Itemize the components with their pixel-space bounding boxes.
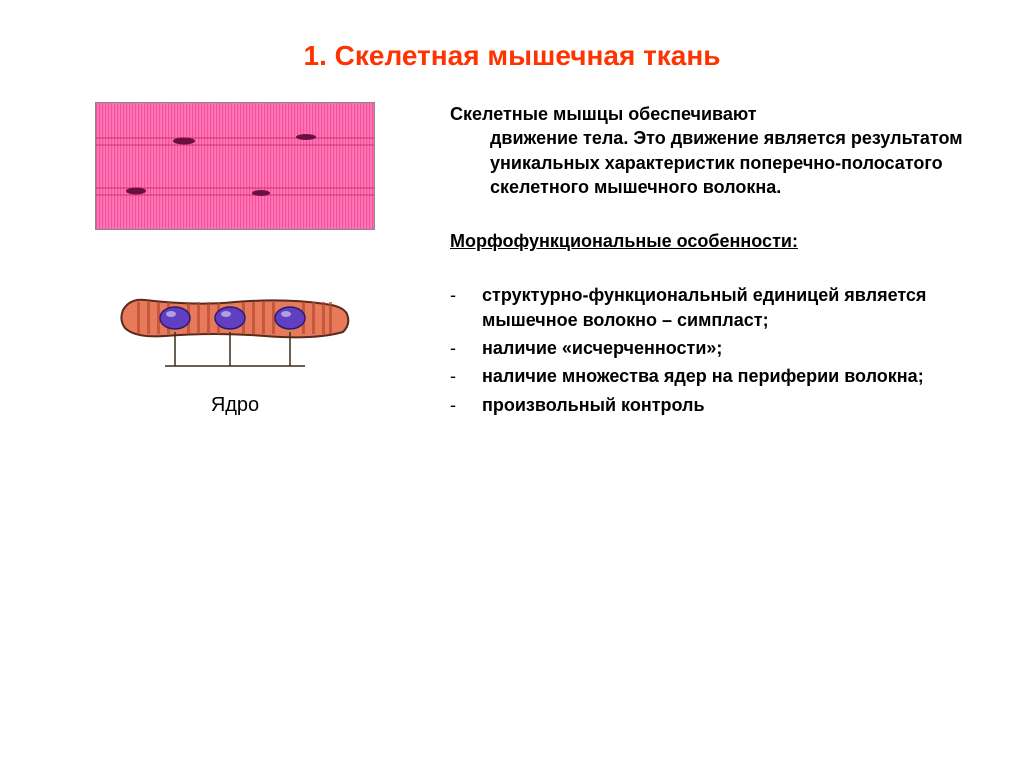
feature-item: наличие множества ядер на периферии воло… bbox=[450, 364, 974, 388]
features-list: структурно-функциональный единицей являе… bbox=[450, 283, 974, 416]
fiber-diagram: Ядро bbox=[115, 280, 355, 417]
content-row: Ядро Скелетные мышцы обеспечивают движен… bbox=[50, 102, 974, 421]
feature-item: наличие «исчерченности»; bbox=[450, 336, 974, 360]
feature-item: структурно-функциональный единицей являе… bbox=[450, 283, 974, 332]
intro-rest: движение тела. Это движение является рез… bbox=[450, 126, 974, 199]
right-column: Скелетные мышцы обеспечивают движение те… bbox=[450, 102, 974, 421]
left-column: Ядро bbox=[50, 102, 420, 421]
fiber-svg bbox=[115, 280, 355, 390]
features-heading: Морфофункциональные особенности: bbox=[450, 229, 974, 253]
histology-image bbox=[95, 102, 375, 230]
feature-item: произвольный контроль bbox=[450, 393, 974, 417]
page-title: 1. Скелетная мышечная ткань bbox=[50, 40, 974, 72]
nucleus-label: Ядро bbox=[115, 394, 355, 417]
histology-svg bbox=[96, 103, 375, 230]
intro-paragraph: Скелетные мышцы обеспечивают движение те… bbox=[450, 102, 974, 199]
intro-first: Скелетные мышцы обеспечивают bbox=[450, 104, 757, 124]
